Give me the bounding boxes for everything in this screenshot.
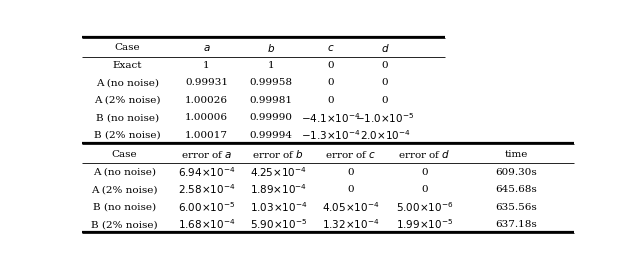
Text: $2.0{\times}10^{-4}$: $2.0{\times}10^{-4}$	[360, 129, 410, 142]
Text: B (no noise): B (no noise)	[95, 113, 159, 122]
Text: $1.89{\times}10^{-4}$: $1.89{\times}10^{-4}$	[250, 183, 307, 196]
Text: A (2% noise): A (2% noise)	[92, 185, 158, 194]
Text: error of $c$: error of $c$	[324, 149, 376, 160]
Text: 0: 0	[327, 78, 334, 88]
Text: 0.99994: 0.99994	[250, 131, 292, 140]
Text: error of $d$: error of $d$	[399, 148, 451, 160]
Text: $5.90{\times}10^{-5}$: $5.90{\times}10^{-5}$	[250, 218, 307, 232]
Text: $1.03{\times}10^{-4}$: $1.03{\times}10^{-4}$	[250, 200, 307, 214]
Text: 0: 0	[347, 168, 354, 177]
Text: 0.99958: 0.99958	[250, 78, 292, 88]
Text: 609.30s: 609.30s	[495, 168, 538, 177]
Text: 0.99981: 0.99981	[250, 96, 292, 105]
Text: $a$: $a$	[203, 43, 211, 53]
Text: 0: 0	[347, 185, 354, 194]
Text: B (2% noise): B (2% noise)	[94, 131, 161, 140]
Text: $6.00{\times}10^{-5}$: $6.00{\times}10^{-5}$	[178, 200, 235, 214]
Text: A (no noise): A (no noise)	[93, 168, 156, 177]
Text: 1.00017: 1.00017	[185, 131, 228, 140]
Text: 635.56s: 635.56s	[495, 202, 538, 212]
Text: $b$: $b$	[267, 42, 275, 54]
Text: 0: 0	[327, 96, 334, 105]
Text: $-1.3{\times}10^{-4}$: $-1.3{\times}10^{-4}$	[301, 129, 360, 142]
Text: 637.18s: 637.18s	[495, 220, 538, 229]
Text: 0: 0	[327, 61, 334, 70]
Text: error of $a$: error of $a$	[180, 149, 232, 160]
Text: $4.25{\times}10^{-4}$: $4.25{\times}10^{-4}$	[250, 165, 307, 179]
Text: $1.99{\times}10^{-5}$: $1.99{\times}10^{-5}$	[396, 218, 453, 232]
Text: $2.58{\times}10^{-4}$: $2.58{\times}10^{-4}$	[178, 183, 235, 196]
Text: 0: 0	[421, 168, 428, 177]
Text: 0: 0	[421, 185, 428, 194]
Text: $1.32{\times}10^{-4}$: $1.32{\times}10^{-4}$	[322, 218, 379, 232]
Text: 1: 1	[203, 61, 210, 70]
Text: 1.00026: 1.00026	[185, 96, 228, 105]
Text: 645.68s: 645.68s	[495, 185, 538, 194]
Text: 0: 0	[381, 61, 388, 70]
Text: Case: Case	[115, 43, 140, 52]
Text: 0: 0	[381, 96, 388, 105]
Text: 0: 0	[381, 78, 388, 88]
Text: Case: Case	[112, 150, 138, 159]
Text: error of $b$: error of $b$	[252, 148, 305, 160]
Text: 0.99990: 0.99990	[250, 113, 292, 122]
Text: 1: 1	[268, 61, 275, 70]
Text: time: time	[505, 150, 528, 159]
Text: $6.94{\times}10^{-4}$: $6.94{\times}10^{-4}$	[178, 165, 235, 179]
Text: A (2% noise): A (2% noise)	[94, 96, 161, 105]
Text: A (no noise): A (no noise)	[95, 78, 159, 88]
Text: $-4.1{\times}10^{-4}$: $-4.1{\times}10^{-4}$	[301, 111, 360, 125]
Text: B (no noise): B (no noise)	[93, 202, 156, 212]
Text: $-1.0{\times}10^{-5}$: $-1.0{\times}10^{-5}$	[355, 111, 415, 125]
Text: 0.99931: 0.99931	[185, 78, 228, 88]
Text: B (2% noise): B (2% noise)	[92, 220, 158, 229]
Text: $4.05{\times}10^{-4}$: $4.05{\times}10^{-4}$	[322, 200, 379, 214]
Text: $d$: $d$	[381, 42, 389, 54]
Text: $c$: $c$	[326, 43, 334, 53]
Text: $5.00{\times}10^{-6}$: $5.00{\times}10^{-6}$	[396, 200, 453, 214]
Text: $1.68{\times}10^{-4}$: $1.68{\times}10^{-4}$	[178, 218, 235, 232]
Text: 1.00006: 1.00006	[185, 113, 228, 122]
Text: Exact: Exact	[113, 61, 142, 70]
